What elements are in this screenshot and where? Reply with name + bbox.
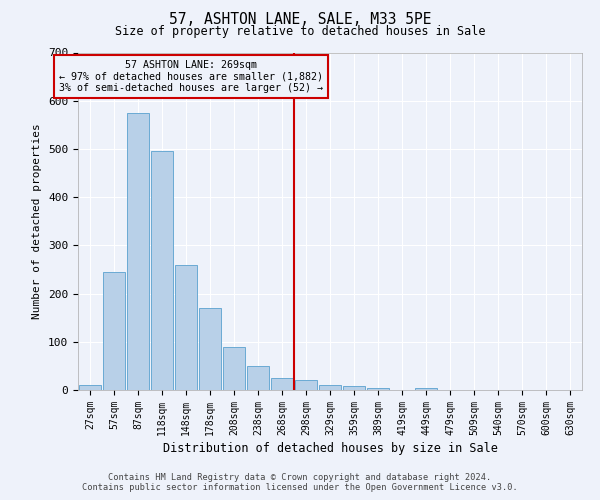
Bar <box>271 378 293 390</box>
Text: Size of property relative to detached houses in Sale: Size of property relative to detached ho… <box>115 25 485 38</box>
Bar <box>79 385 101 390</box>
X-axis label: Distribution of detached houses by size in Sale: Distribution of detached houses by size … <box>163 442 497 455</box>
Y-axis label: Number of detached properties: Number of detached properties <box>32 124 43 319</box>
Text: Contains HM Land Registry data © Crown copyright and database right 2024.
Contai: Contains HM Land Registry data © Crown c… <box>82 473 518 492</box>
Bar <box>103 272 125 390</box>
Bar <box>415 388 437 390</box>
Bar <box>319 385 341 390</box>
Bar <box>295 380 317 390</box>
Bar <box>199 308 221 390</box>
Bar <box>175 264 197 390</box>
Bar <box>151 152 173 390</box>
Text: 57 ASHTON LANE: 269sqm
← 97% of detached houses are smaller (1,882)
3% of semi-d: 57 ASHTON LANE: 269sqm ← 97% of detached… <box>59 60 323 93</box>
Bar <box>247 366 269 390</box>
Bar <box>343 386 365 390</box>
Text: 57, ASHTON LANE, SALE, M33 5PE: 57, ASHTON LANE, SALE, M33 5PE <box>169 12 431 28</box>
Bar <box>127 113 149 390</box>
Bar <box>367 388 389 390</box>
Bar <box>223 346 245 390</box>
